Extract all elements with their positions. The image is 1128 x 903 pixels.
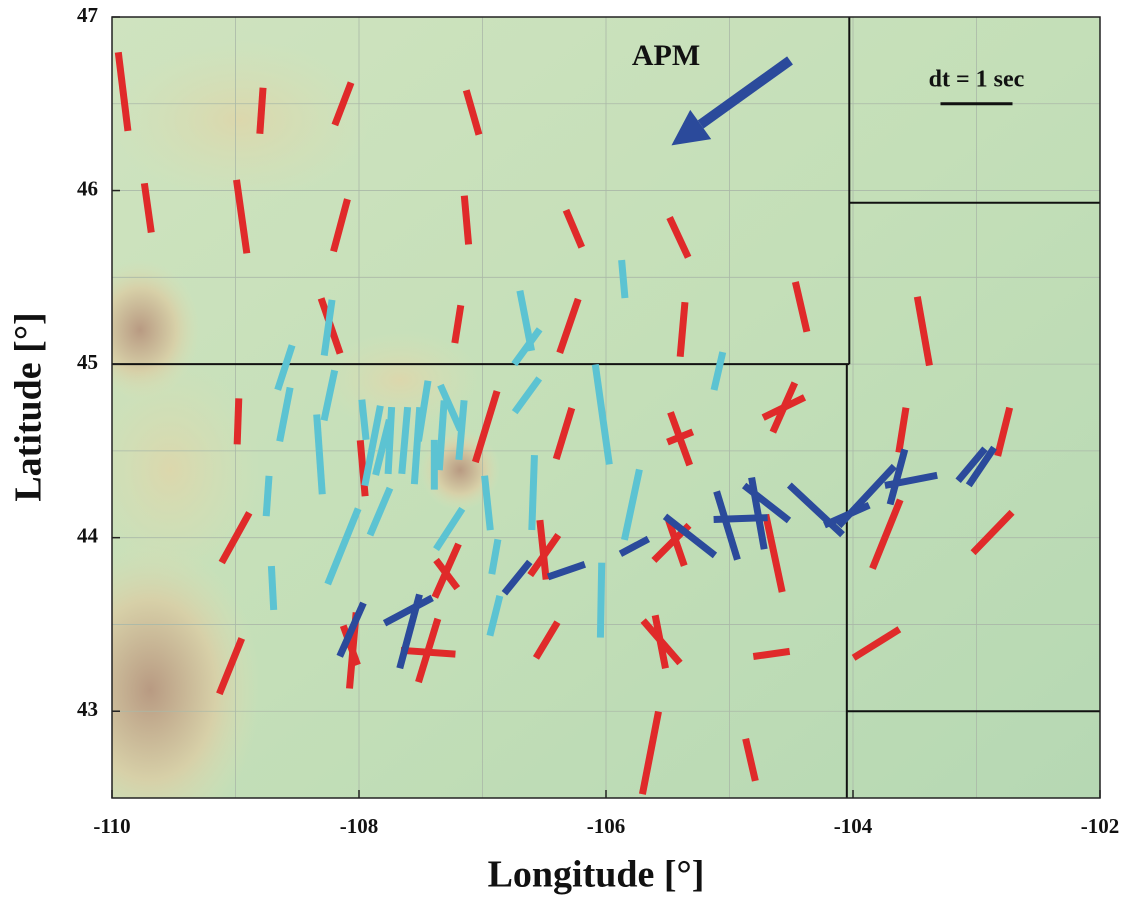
x-axis-label: Longitude [°]: [488, 854, 705, 896]
x-tick-label: -108: [340, 814, 379, 838]
y-tick-label: 44: [77, 523, 99, 547]
splitting-bar: [266, 476, 269, 516]
y-tick-label: 47: [77, 3, 98, 27]
splitting-bar: [260, 88, 263, 134]
x-tick-label: -106: [587, 814, 626, 838]
splitting-bar: [271, 566, 273, 610]
splitting-bar: [464, 196, 468, 245]
splitting-bar: [401, 650, 456, 654]
x-tick-label: -110: [93, 814, 130, 838]
splitting-bar: [360, 440, 365, 496]
y-tick-label: 43: [77, 697, 98, 721]
splitting-bar: [237, 398, 239, 444]
splitting-bar: [362, 400, 366, 440]
page: {"chart_data": { "type": "splitting-map"…: [0, 0, 1128, 903]
splitting-bar: [439, 400, 444, 470]
splitting-bar: [622, 260, 625, 298]
splitting-bar: [600, 563, 601, 638]
y-axis-label: Latitude [°]: [8, 312, 50, 501]
splitting-bar: [388, 407, 392, 474]
x-tick-label: -102: [1081, 814, 1120, 838]
scale-label: dt = 1 sec: [929, 66, 1025, 92]
topography: [40, 17, 1100, 840]
y-tick-label: 46: [77, 176, 98, 200]
splitting-bar: [680, 302, 685, 357]
map-chart: Longitude [°] Latitude [°] -110 -108 -106 -…: [0, 0, 1128, 903]
x-tick-label: -104: [834, 814, 873, 838]
splitting-bar: [532, 455, 535, 530]
apm-label: APM: [632, 39, 700, 72]
y-tick-label: 45: [77, 350, 98, 374]
